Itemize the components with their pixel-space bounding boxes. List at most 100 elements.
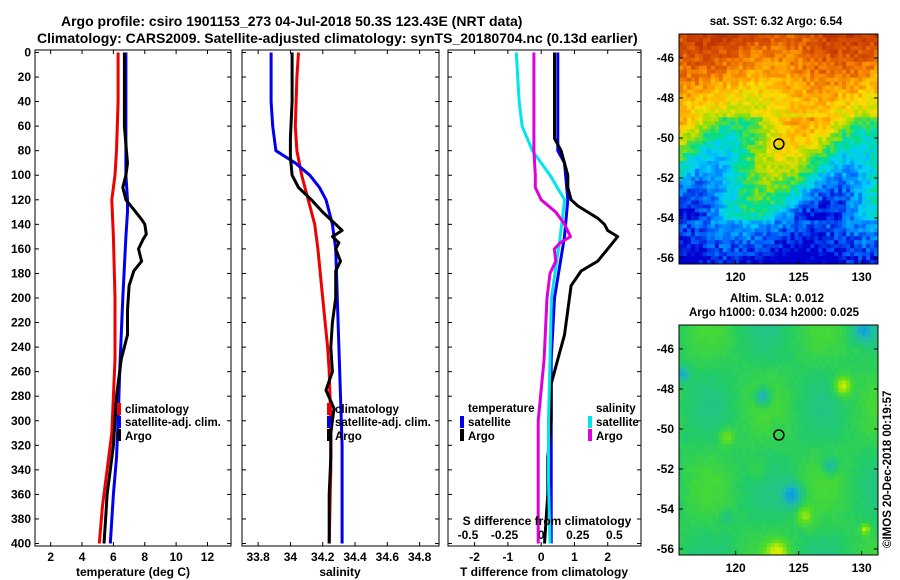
map-cell: [846, 443, 851, 449]
map-cell: [710, 149, 716, 154]
map-cell: [870, 81, 875, 86]
map-cell: [798, 352, 803, 358]
x-tick-label: -1: [503, 550, 514, 564]
map-cell: [806, 101, 811, 106]
map-cell: [818, 252, 823, 257]
map-cell: [826, 34, 831, 39]
map-cell: [774, 447, 779, 453]
map-cell: [818, 81, 823, 86]
map-cell: [850, 101, 855, 106]
map-cell: [798, 164, 803, 170]
map-cell: [762, 149, 767, 154]
map-cell: [802, 436, 807, 441]
map-cell: [874, 176, 879, 182]
map-cell: [774, 57, 779, 63]
map-cell: [694, 244, 700, 249]
map-cell: [802, 61, 807, 67]
map-cell: [750, 388, 756, 393]
map-cell: [702, 212, 708, 217]
map-cell: [862, 81, 867, 86]
map-cell: [690, 109, 696, 114]
map-cell: [786, 220, 791, 225]
map-cell: [838, 93, 843, 98]
map-cell: [842, 252, 847, 257]
map-cell: [722, 356, 728, 362]
map-cell: [806, 172, 811, 178]
map-cell: [778, 420, 783, 425]
map-cell: [738, 432, 744, 437]
map-cell: [870, 440, 875, 445]
map-cell: [786, 196, 791, 201]
map-cell: [750, 196, 756, 201]
map-cell: [794, 113, 799, 118]
map-cell: [742, 93, 748, 98]
map-cell: [738, 344, 744, 350]
map-cell: [854, 109, 859, 114]
map-cell: [790, 141, 795, 146]
map-cell: [850, 65, 855, 71]
map-cell: [690, 467, 696, 473]
map-cell: [778, 45, 783, 51]
map-cell: [874, 188, 879, 194]
map-cell: [690, 240, 696, 245]
map-cell: [870, 101, 875, 106]
map-cell: [730, 156, 736, 162]
map-cell: [726, 49, 732, 55]
map-cell: [710, 160, 716, 166]
map-cell: [702, 61, 708, 67]
map-cell: [746, 109, 752, 114]
map-cell: [770, 196, 775, 201]
map-cell: [818, 447, 823, 453]
map-cell: [786, 49, 791, 55]
map-cell: [814, 45, 819, 51]
map-cell: [774, 440, 779, 445]
map-cell: [866, 34, 871, 39]
legend-swatch-temp-satellite: [460, 416, 464, 428]
map-cell: [726, 443, 732, 449]
map-cell: [830, 388, 835, 393]
map-cell: [718, 196, 724, 201]
map-cell: [810, 152, 815, 158]
map-cell: [682, 416, 688, 421]
map-cell: [762, 455, 767, 461]
map-cell: [726, 420, 732, 425]
map-cell: [858, 168, 863, 174]
map-cell: [782, 228, 787, 233]
map-cell: [766, 384, 771, 389]
map-cell: [870, 152, 875, 158]
map-cell: [814, 325, 819, 330]
map-cell: [702, 352, 708, 358]
map-cell: [718, 432, 724, 437]
map-cell: [818, 384, 823, 389]
map-cell: [826, 149, 831, 154]
map-cell: [870, 145, 875, 150]
map-cell: [834, 125, 839, 130]
map-cell: [694, 455, 700, 461]
map-cell: [718, 141, 724, 146]
map-cell: [758, 73, 763, 79]
map-cell: [702, 376, 708, 381]
map-cell: [730, 244, 736, 249]
map-cell: [802, 364, 807, 370]
map-cell: [702, 85, 708, 90]
map-cell: [746, 152, 752, 158]
map-cell: [730, 101, 736, 106]
map-cell: [682, 392, 688, 397]
map-cell: [818, 200, 823, 205]
map-cell: [786, 117, 791, 122]
map-cell: [746, 244, 752, 249]
map-cell: [826, 125, 831, 130]
map-cell: [702, 372, 708, 377]
map-cell: [706, 244, 712, 249]
map-cell: [722, 244, 728, 249]
map-cell: [758, 240, 763, 245]
map-cell: [822, 192, 827, 197]
map-cell: [870, 69, 875, 75]
map-cell: [738, 455, 744, 461]
map-cell: [742, 49, 748, 55]
map-cell: [706, 85, 712, 90]
map-cell: [874, 328, 879, 334]
map-cell: [818, 443, 823, 449]
map-cell: [806, 420, 811, 425]
map-cell: [682, 41, 688, 47]
